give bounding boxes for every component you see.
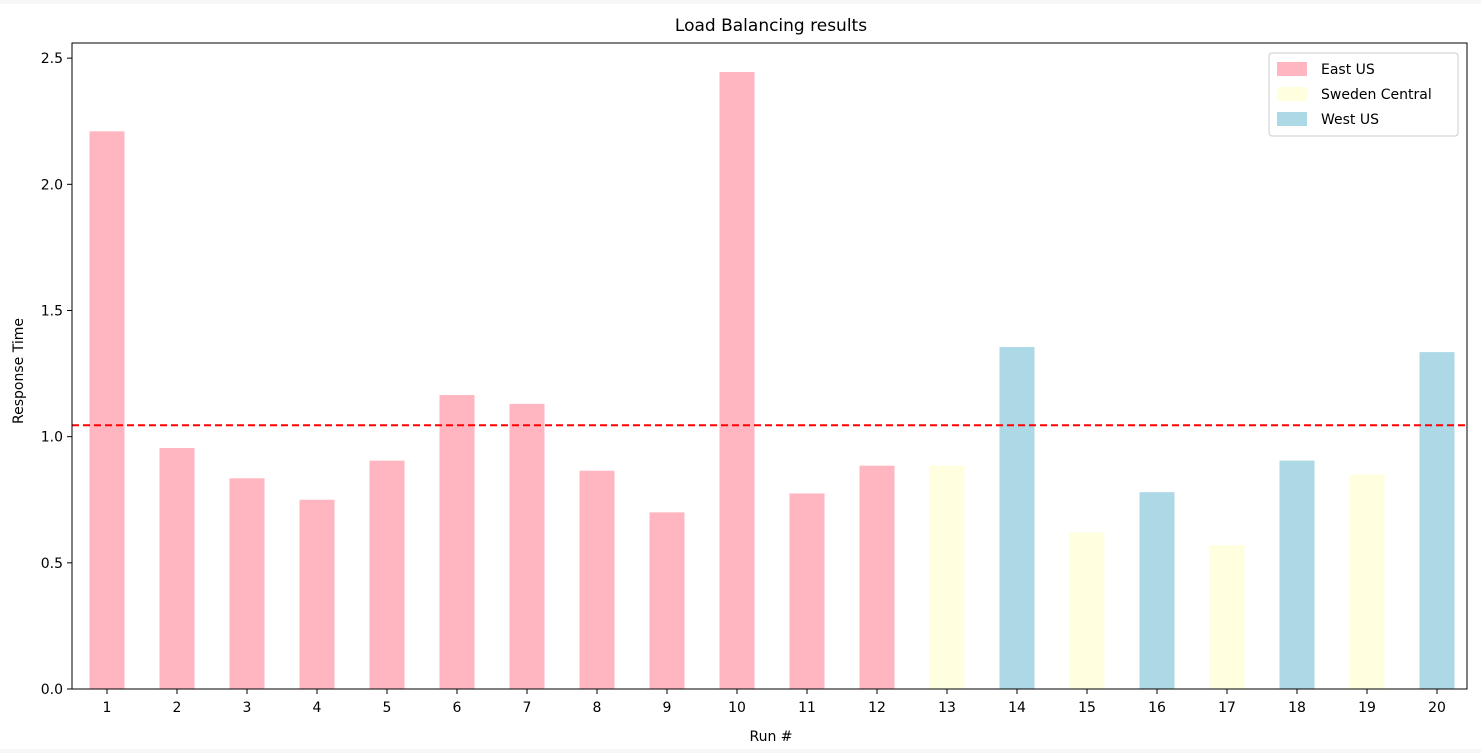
chart-figure: Load Balancing results 0.0 0.5 1.0 1.5 2.0 2.…	[0, 4, 1481, 749]
bars-group	[89, 72, 1455, 689]
y-axis-label: Response Time	[11, 318, 27, 424]
bar-run-20	[1419, 352, 1455, 689]
bar-run-11	[789, 493, 825, 689]
chart-title: Load Balancing results	[675, 16, 867, 36]
x-tick-label: 1	[103, 700, 112, 716]
x-tick-label: 6	[453, 700, 462, 716]
x-tick-label: 12	[868, 700, 886, 716]
bar-run-9	[649, 512, 685, 689]
x-tick-label: 13	[938, 700, 956, 716]
legend-label: East US	[1321, 62, 1375, 78]
y-tick-label: 1.0	[41, 430, 63, 446]
y-tick-label: 1.5	[41, 303, 63, 319]
bar-run-8	[579, 470, 615, 689]
x-tick-label: 20	[1428, 700, 1446, 716]
bar-run-3	[229, 478, 265, 689]
bar-run-17	[1209, 545, 1245, 689]
bar-run-1	[89, 131, 125, 689]
x-tick-label: 9	[663, 700, 672, 716]
bar-run-18	[1279, 460, 1315, 689]
bar-run-15	[1069, 532, 1105, 689]
x-tick-label: 5	[383, 700, 392, 716]
legend: East US Sweden Central West US	[1268, 52, 1459, 137]
bar-run-5	[369, 460, 405, 689]
bar-run-12	[859, 465, 895, 689]
legend-label: Sweden Central	[1321, 87, 1432, 103]
x-tick-label: 19	[1358, 700, 1376, 716]
x-tick-label: 11	[798, 700, 816, 716]
x-tick-label: 10	[728, 700, 746, 716]
y-tick-label: 0.5	[41, 556, 63, 572]
bar-run-2	[159, 448, 195, 689]
legend-label: West US	[1321, 112, 1379, 128]
plot-frame	[71, 42, 1468, 690]
y-tick-label: 0.0	[41, 682, 63, 698]
legend-swatch	[1277, 112, 1307, 126]
x-tick-label: 15	[1078, 700, 1096, 716]
x-tick-label: 2	[173, 700, 182, 716]
x-tick-label: 17	[1218, 700, 1236, 716]
x-tick-label: 14	[1008, 700, 1026, 716]
axes-group: 0.00.51.01.52.02.51 2 3 4 5 6 7 8 9 10 11 12 13 14 15 1…	[41, 42, 1468, 716]
bar-run-19	[1349, 474, 1385, 689]
bar-run-6	[439, 395, 475, 689]
x-axis-label: Run #	[749, 729, 792, 745]
bar-run-4	[299, 499, 335, 689]
x-tick-label: 4	[313, 700, 322, 716]
x-tick-label: 7	[523, 700, 532, 716]
x-tick-label: 3	[243, 700, 252, 716]
legend-swatch	[1277, 87, 1307, 101]
legend-box	[1268, 52, 1459, 137]
x-tick-label: 18	[1288, 700, 1306, 716]
bar-run-16	[1139, 492, 1175, 689]
y-tick-label: 2.5	[41, 51, 63, 67]
x-tick-label: 8	[593, 700, 602, 716]
x-tick-label: 16	[1148, 700, 1166, 716]
bar-run-7	[509, 403, 545, 689]
legend-swatch	[1277, 62, 1307, 76]
bar-run-10	[719, 72, 755, 689]
bar-run-13	[929, 465, 965, 689]
bar-chart: Load Balancing results 0.0 0.5 1.0 1.5 2.0 2.…	[11, 16, 1468, 745]
y-tick-label: 2.0	[41, 177, 63, 193]
bar-run-14	[999, 347, 1035, 689]
